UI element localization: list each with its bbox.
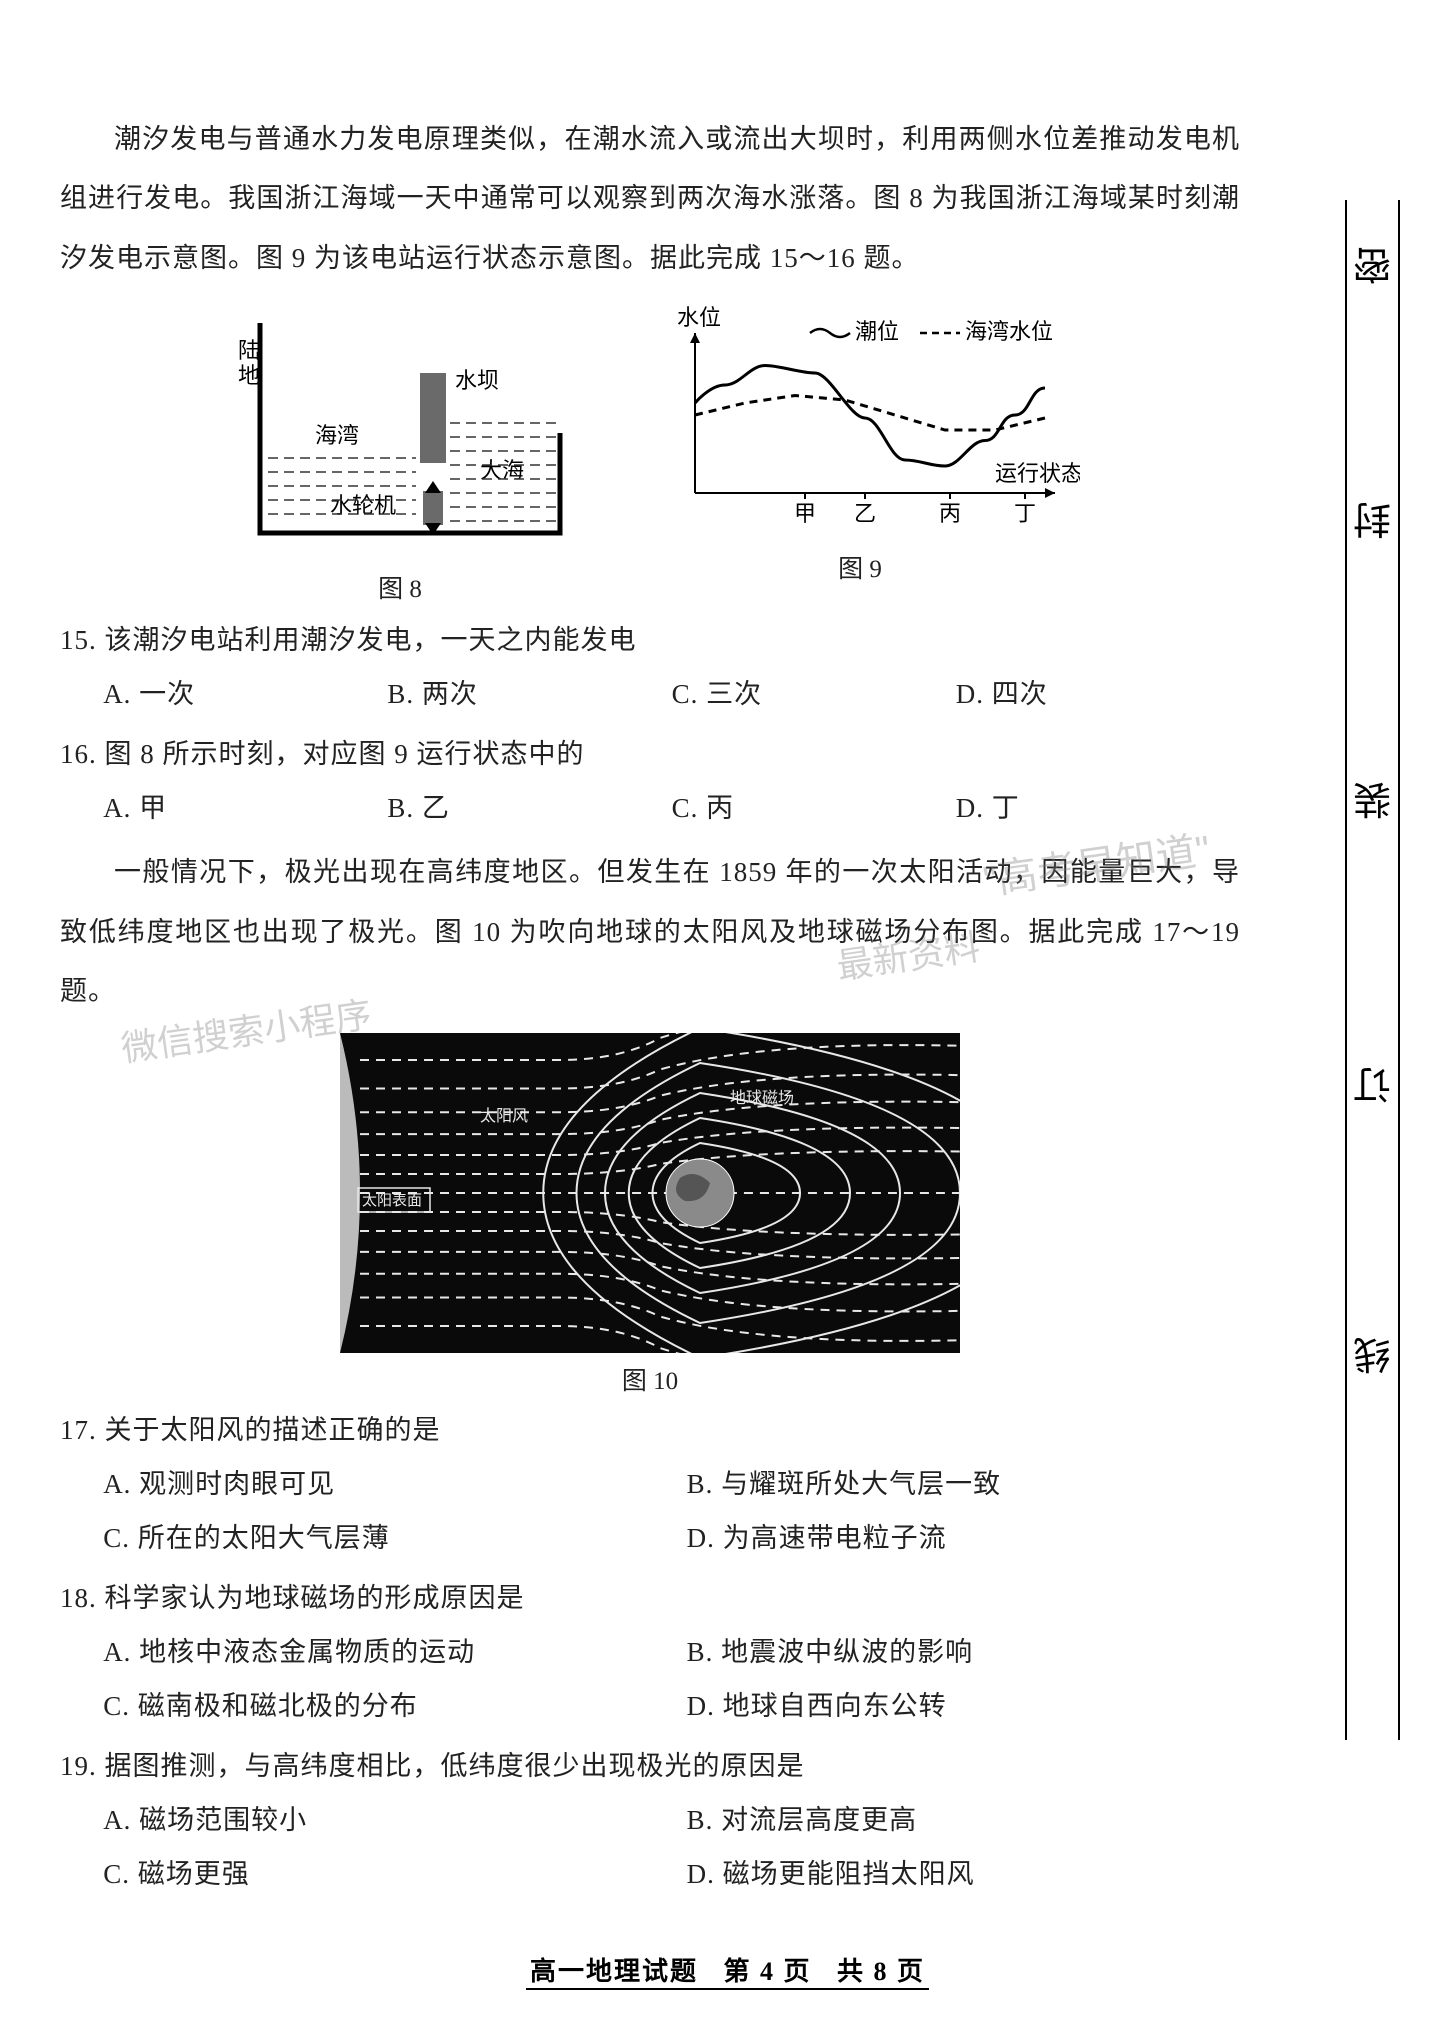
content-column: 潮汐发电与普通水力发电原理类似，在潮水流入或流出大坝时，利用两侧水位差推动发电机… (60, 110, 1240, 1901)
sidebar-char-4: 线 (1351, 1330, 1393, 1385)
q18-options: A. 地核中液态金属物质的运动 B. 地震波中纵波的影响 C. 磁南极和磁北极的… (103, 1625, 1240, 1733)
svg-text:潮位: 潮位 (855, 319, 899, 344)
svg-text:丁: 丁 (1014, 501, 1036, 526)
q16-opt-d: D. 丁 (956, 781, 1240, 835)
footer-title: 高一地理试题 (530, 1957, 698, 1986)
q17-opt-b: B. 与耀斑所处大气层一致 (687, 1457, 1240, 1511)
svg-text:地: 地 (238, 363, 260, 388)
figure-10-wrap: 微信搜索小程序 太阳风太阳表面地球磁场 (60, 1033, 1240, 1353)
svg-text:丙: 丙 (939, 501, 961, 526)
svg-text:水坝: 水坝 (455, 368, 499, 393)
footer-total: 共 8 页 (837, 1957, 925, 1986)
q16-opt-c: C. 丙 (672, 781, 956, 835)
sidebar-char-3: 订 (1351, 1060, 1393, 1115)
q15-opt-d: D. 四次 (956, 667, 1240, 721)
q16-opt-b: B. 乙 (387, 781, 671, 835)
q19-stem: 19. 据图推测，与高纬度相比，低纬度很少出现极光的原因是 (60, 1739, 1240, 1793)
q15-opt-c: C. 三次 (672, 667, 956, 721)
svg-text:甲: 甲 (794, 501, 816, 526)
q16-opt-a: A. 甲 (103, 781, 387, 835)
q17-opt-c: C. 所在的太阳大气层薄 (103, 1511, 656, 1565)
svg-text:水位: 水位 (677, 305, 721, 330)
svg-text:地球磁场: 地球磁场 (730, 1089, 794, 1107)
q18-opt-a: A. 地核中液态金属物质的运动 (103, 1625, 656, 1679)
svg-text:乙: 乙 (854, 501, 876, 526)
footer-page: 第 4 页 (723, 1957, 811, 1986)
fig10-caption: 图 10 (60, 1361, 1240, 1397)
binding-sidebar (1345, 200, 1400, 1740)
q18-opt-c: C. 磁南极和磁北极的分布 (103, 1679, 656, 1733)
q19-opt-b: B. 对流层高度更高 (687, 1793, 1240, 1847)
svg-text:海湾: 海湾 (315, 423, 359, 448)
q19-opt-a: A. 磁场范围较小 (103, 1793, 656, 1847)
svg-text:运行状态: 运行状态 (995, 461, 1080, 486)
fig8-diagram: 陆地水坝水轮机海湾大海 (220, 303, 580, 563)
svg-text:太阳表面: 太阳表面 (362, 1192, 422, 1209)
sidebar-char-1: 封 (1351, 495, 1393, 550)
q15-opt-a: A. 一次 (103, 667, 387, 721)
q15-stem: 15. 该潮汐电站利用潮汐发电，一天之内能发电 (60, 613, 1240, 667)
page-footer: 高一地理试题 第 4 页 共 8 页 (0, 1951, 1455, 1988)
figure-8: 陆地水坝水轮机海湾大海 图 8 (220, 303, 580, 605)
q19-opt-c: C. 磁场更强 (103, 1847, 656, 1901)
svg-text:陆: 陆 (238, 338, 260, 363)
q17-options: A. 观测时肉眼可见 B. 与耀斑所处大气层一致 C. 所在的太阳大气层薄 D.… (103, 1457, 1240, 1565)
figure-row-8-9: 陆地水坝水轮机海湾大海 图 8 水位潮位海湾水位运行状态甲乙丙丁 图 9 (60, 303, 1240, 605)
fig10-diagram: 太阳风太阳表面 地球磁场 (340, 1033, 960, 1353)
sidebar-char-2: 装 (1351, 775, 1393, 830)
q17-opt-d: D. 为高速带电粒子流 (687, 1511, 1240, 1565)
q18-opt-d: D. 地球自西向东公转 (687, 1679, 1240, 1733)
q18-stem: 18. 科学家认为地球磁场的形成原因是 (60, 1571, 1240, 1625)
q16-stem: 16. 图 8 所示时刻，对应图 9 运行状态中的 (60, 727, 1240, 781)
figure-10: 太阳风太阳表面 地球磁场 (340, 1033, 960, 1353)
q19-opt-d: D. 磁场更能阻挡太阳风 (687, 1847, 1240, 1901)
q15-opt-b: B. 两次 (387, 667, 671, 721)
exam-page: 潮汐发电与普通水力发电原理类似，在潮水流入或流出大坝时，利用两侧水位差推动发电机… (0, 0, 1455, 2043)
figure-9: 水位潮位 海湾水位运行状态甲 乙 丙 丁 图 9 (640, 303, 1080, 605)
fig9-caption: 图 9 (640, 549, 1080, 585)
q17-stem: 17. 关于太阳风的描述正确的是 (60, 1403, 1240, 1457)
q18-opt-b: B. 地震波中纵波的影响 (687, 1625, 1240, 1679)
fig9-chart: 水位潮位 海湾水位运行状态甲 乙 丙 丁 (640, 303, 1080, 543)
q19-options: A. 磁场范围较小 B. 对流层高度更高 C. 磁场更强 D. 磁场更能阻挡太阳… (103, 1793, 1240, 1901)
fig8-caption: 图 8 (220, 569, 580, 605)
intro-paragraph: 潮汐发电与普通水力发电原理类似，在潮水流入或流出大坝时，利用两侧水位差推动发电机… (60, 110, 1240, 288)
q17-opt-a: A. 观测时肉眼可见 (103, 1457, 656, 1511)
q16-options: A. 甲 B. 乙 C. 丙 D. 丁 (103, 781, 1240, 835)
q15-options: A. 一次 B. 两次 C. 三次 D. 四次 (103, 667, 1240, 721)
svg-text:太阳风: 太阳风 (480, 1107, 528, 1125)
intro2-paragraph: 一般情况下，极光出现在高纬度地区。但发生在 1859 年的一次太阳活动，因能量巨… (60, 843, 1240, 1021)
svg-text:海湾水位: 海湾水位 (965, 319, 1053, 344)
sidebar-char-0: 密 (1351, 240, 1393, 295)
